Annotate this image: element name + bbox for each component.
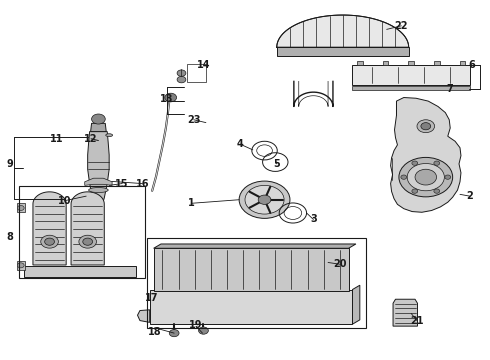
Text: 2: 2 [466,191,473,201]
Polygon shape [154,244,356,248]
Circle shape [434,161,440,165]
Bar [147,238,366,328]
Bar [24,266,136,277]
Text: 16: 16 [136,179,149,189]
Bar [352,86,470,90]
Circle shape [434,189,440,193]
Circle shape [45,238,54,245]
Bar [383,61,389,65]
Circle shape [169,329,179,337]
Bar [154,248,348,291]
Bar [17,203,24,212]
Text: 4: 4 [237,139,244,149]
Circle shape [177,70,186,76]
Circle shape [79,235,97,248]
Text: 20: 20 [334,259,347,269]
Bar [460,61,465,65]
Text: 1: 1 [188,198,195,208]
Circle shape [92,114,105,124]
Polygon shape [352,285,360,324]
Bar [408,61,414,65]
Text: 23: 23 [187,115,200,125]
Circle shape [415,169,437,185]
Circle shape [445,175,451,179]
Bar [277,47,409,56]
Bar [187,64,206,82]
Circle shape [17,263,24,268]
Polygon shape [33,192,66,265]
Text: 11: 11 [50,134,64,144]
Polygon shape [88,132,109,204]
Circle shape [407,163,444,191]
Circle shape [239,181,290,219]
Polygon shape [138,310,150,322]
Circle shape [421,123,431,130]
Circle shape [245,185,284,214]
Text: 5: 5 [273,159,280,169]
Circle shape [401,175,407,179]
Bar [434,61,440,65]
Text: 7: 7 [447,84,454,94]
Circle shape [83,238,93,245]
Circle shape [417,120,435,133]
Polygon shape [391,98,461,212]
Circle shape [399,157,453,197]
Text: 22: 22 [394,21,408,31]
Polygon shape [150,289,352,324]
Bar [357,61,363,65]
Polygon shape [393,299,417,326]
Bar [352,65,470,85]
Text: 9: 9 [6,159,13,169]
Polygon shape [85,178,112,185]
Polygon shape [71,192,104,265]
Polygon shape [91,123,106,132]
Circle shape [412,189,417,193]
Text: 18: 18 [148,327,161,337]
Text: 13: 13 [160,94,173,104]
Ellipse shape [89,188,108,193]
Circle shape [165,93,176,102]
Text: 14: 14 [196,60,210,70]
Circle shape [198,327,208,334]
Text: 6: 6 [469,60,476,70]
Polygon shape [277,15,409,47]
Circle shape [177,76,186,83]
Text: 19: 19 [190,320,203,330]
Text: 10: 10 [57,196,71,206]
Circle shape [17,206,24,211]
Circle shape [41,235,58,248]
Ellipse shape [106,134,113,136]
Text: 15: 15 [115,179,128,189]
Bar [17,261,24,270]
Text: 21: 21 [410,316,424,325]
Text: 3: 3 [310,215,317,224]
Text: 17: 17 [146,293,159,303]
Bar [19,186,146,278]
Circle shape [258,195,271,204]
Text: 12: 12 [84,134,98,144]
Text: 8: 8 [6,232,13,242]
Circle shape [412,161,417,165]
